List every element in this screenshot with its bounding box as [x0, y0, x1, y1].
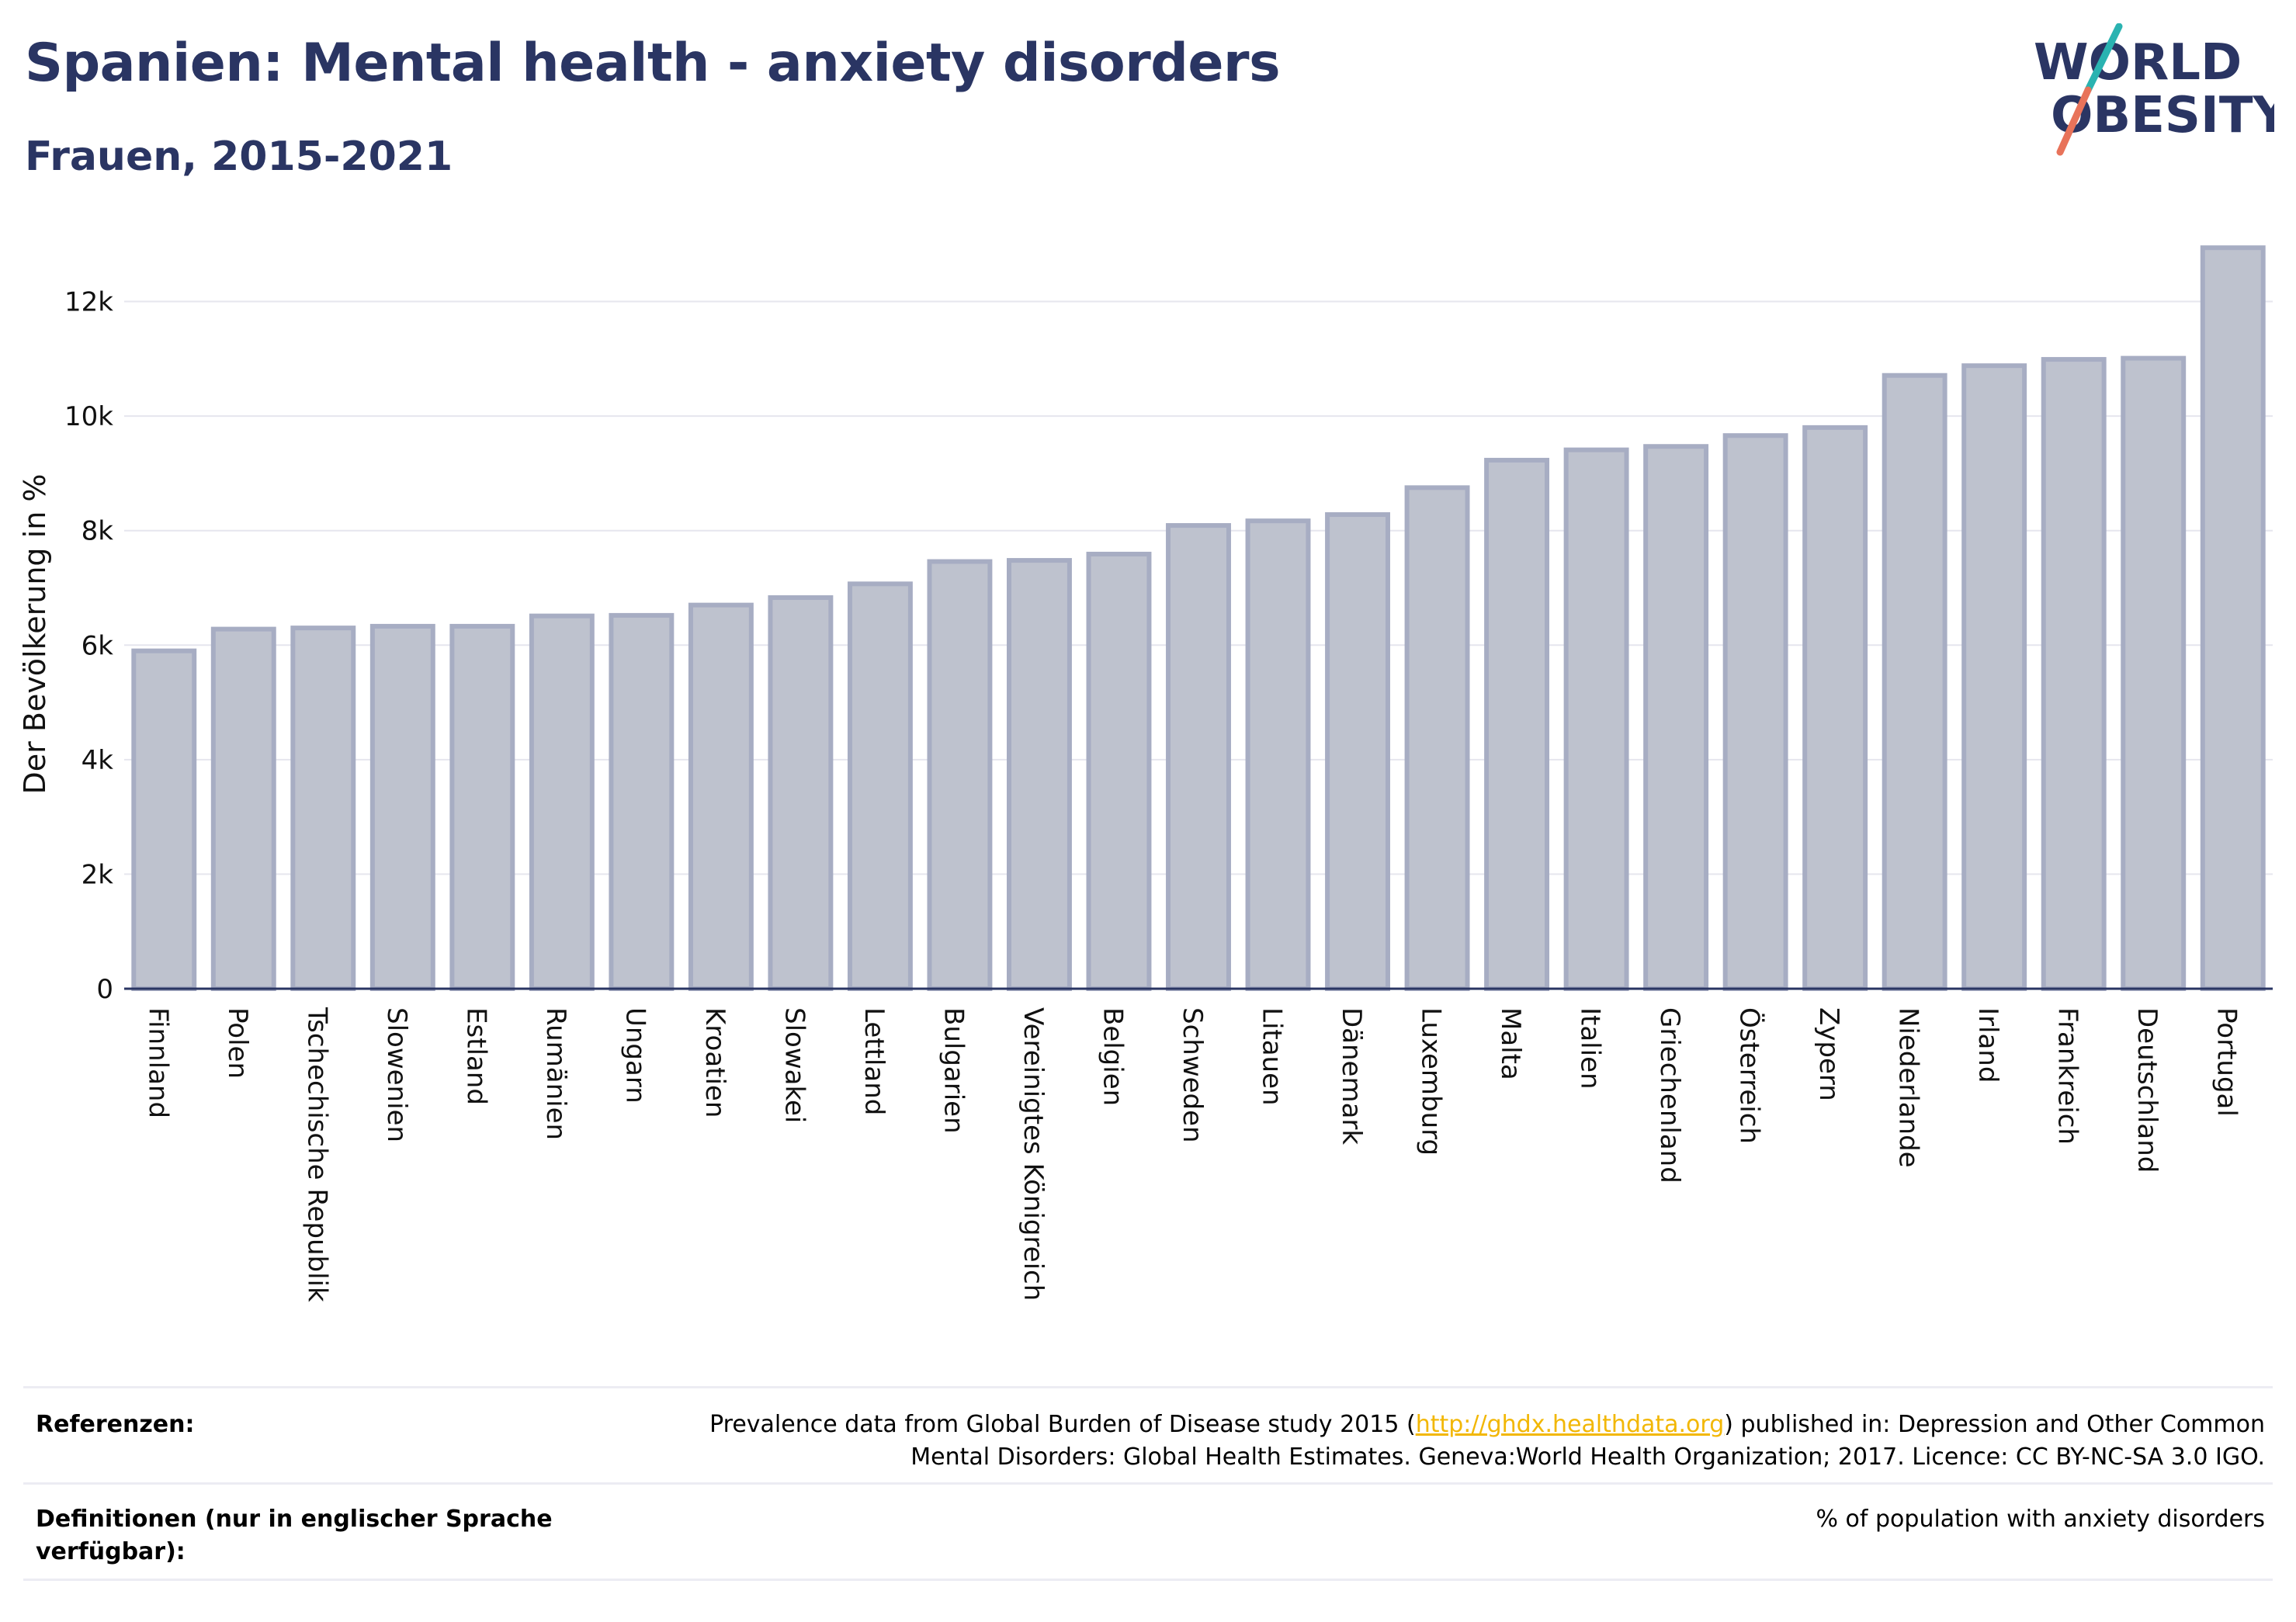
chart-title: Spanien: Mental health - anxiety disorde… [25, 33, 1281, 94]
x-tick-label: Dänemark [1336, 1007, 1367, 1145]
y-axis-ticks: 0 2k 4k 6k 8k 10k 12k [64, 287, 113, 1005]
x-tick-label: Tschechische Republik [301, 1007, 332, 1302]
logo-slash-bottom [2056, 86, 2092, 156]
bar-chart: 0 2k 4k 6k 8k 10k 12k Finnland Polen Tschechisch… [18, 245, 2273, 1302]
references-label: Referenzen: [36, 1411, 195, 1438]
x-tick-label: Irland [1972, 1007, 2003, 1083]
bar [1961, 363, 2027, 991]
x-tick-label: Polen [222, 1007, 253, 1079]
x-tick-label: Ungarn [619, 1007, 650, 1104]
references-row: Referenzen: Prevalence data from Global … [23, 1386, 2273, 1485]
x-tick-label: Zypern [1813, 1007, 1844, 1101]
bars [131, 245, 2266, 992]
references-pre: Prevalence data from Global Burden of Di… [709, 1411, 1416, 1438]
definitions-label-line2: verfügbar): [36, 1538, 186, 1565]
references-text: Prevalence data from Global Burden of Di… [709, 1409, 2265, 1474]
bar [1245, 518, 1311, 991]
bar [688, 602, 754, 991]
x-tick-label: Lettland [858, 1007, 890, 1115]
bar [927, 559, 993, 991]
bar [1166, 523, 1231, 991]
x-tick-label: Belgien [1097, 1007, 1128, 1106]
logo-line1: WORLD [2034, 34, 2242, 92]
references-line2: Mental Disorders: Global Health Estimate… [910, 1444, 2265, 1471]
references-post: ) published in: Depression and Other Com… [1724, 1411, 2265, 1438]
x-tick-label: Estland [460, 1007, 491, 1105]
bar [1563, 447, 1629, 991]
y-tick-label: 0 [96, 974, 113, 1005]
bar [2200, 245, 2266, 991]
bar [529, 613, 595, 992]
bar [1484, 457, 1550, 991]
definitions-row: Definitionen (nur in englischer Sprache … [23, 1482, 2273, 1581]
y-tick-label: 12k [64, 287, 113, 318]
bar [609, 612, 675, 991]
x-tick-label: Italien [1575, 1007, 1606, 1090]
x-tick-label: Niederlande [1893, 1007, 1924, 1168]
bar [1643, 444, 1709, 991]
logo-slash-top [2084, 23, 2123, 94]
x-tick-label: Slowenien [381, 1007, 412, 1142]
bar [131, 648, 197, 991]
x-tick-label: Frankreich [2052, 1007, 2083, 1145]
bar [1086, 551, 1152, 991]
definitions-label: Definitionen (nur in englischer Sprache … [36, 1503, 553, 1568]
definitions-label-line1: Definitionen (nur in englischer Sprache [36, 1506, 553, 1533]
x-tick-label: Kroatien [699, 1007, 730, 1118]
chart-subtitle: Frauen, 2015-2021 [25, 133, 453, 180]
bar [1882, 373, 1947, 991]
bar [449, 623, 515, 991]
x-tick-label: Litauen [1257, 1007, 1288, 1106]
x-tick-label: Portugal [2211, 1007, 2242, 1117]
bar [1007, 558, 1072, 991]
x-tick-label: Rumänien [540, 1007, 571, 1140]
x-axis-ticks: Finnland Polen Tschechische Republik Slowen… [142, 1007, 2242, 1302]
x-tick-label: Finnland [142, 1007, 173, 1118]
x-tick-label: Luxemburg [1416, 1007, 1447, 1156]
x-tick-label: Griechenland [1654, 1007, 1685, 1184]
y-tick-label: 2k [82, 859, 114, 890]
y-axis-label: Der Bevölkerung in % [18, 474, 52, 795]
bar [2121, 355, 2187, 991]
bar [210, 626, 276, 991]
bar [1722, 433, 1788, 991]
x-tick-label: Malta [1495, 1007, 1526, 1080]
x-tick-label: Vereinigtes Königreich [1018, 1007, 1049, 1301]
bar [1802, 425, 1868, 991]
x-tick-label: Deutschland [2131, 1007, 2162, 1173]
bar [847, 581, 913, 991]
footer-bottom-line [23, 1579, 2273, 1581]
x-tick-label: Österreich [1734, 1007, 1766, 1144]
x-tick-label: Bulgarien [938, 1007, 969, 1134]
world-obesity-logo: WORLD OBESITY [2034, 23, 2274, 156]
y-tick-label: 8k [82, 516, 114, 547]
bar [1325, 512, 1390, 991]
y-tick-label: 6k [82, 630, 114, 661]
y-tick-label: 4k [82, 745, 114, 776]
y-tick-label: 10k [64, 401, 113, 432]
x-tick-label: Slowakei [779, 1007, 810, 1123]
definitions-text: % of population with anxiety disorders [1816, 1506, 2265, 1533]
bar [768, 595, 834, 992]
bar [1404, 485, 1470, 991]
bar [369, 623, 435, 991]
references-link[interactable]: http://ghdx.healthdata.org [1415, 1411, 1725, 1438]
x-tick-label: Schweden [1177, 1007, 1208, 1143]
bar [2041, 357, 2107, 991]
bar [290, 626, 356, 991]
